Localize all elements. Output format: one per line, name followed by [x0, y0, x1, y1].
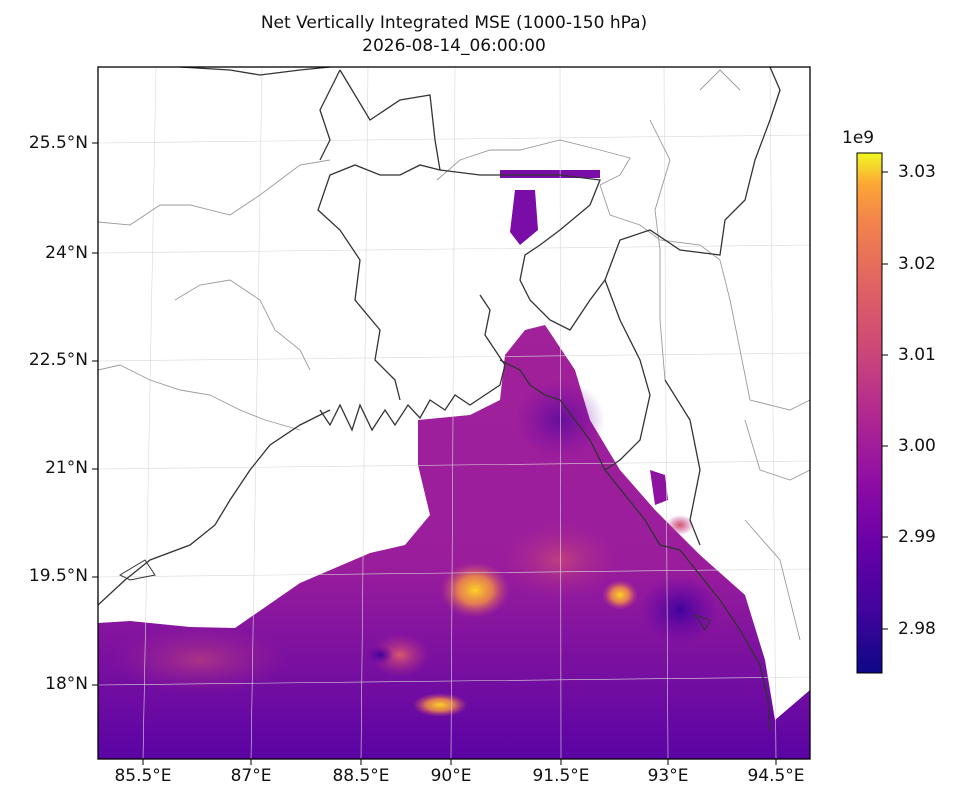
lon-tick-label: 87°E — [230, 766, 272, 786]
bangladesh-coast — [499, 359, 771, 731]
colorbar-tick-label: 2.98 — [898, 619, 936, 639]
gridlines — [98, 67, 810, 759]
lon-tick-label: 85.5°E — [114, 766, 172, 786]
lon-tick-label: 94.5°E — [747, 766, 805, 786]
myanmar-border — [604, 67, 781, 281]
colorbar-ticks — [882, 171, 888, 630]
lon-tick-label: 91.5°E — [532, 766, 590, 786]
colorbar-tick-label: 3.01 — [898, 345, 936, 365]
lat-tick-label: 25.5°N — [28, 133, 88, 153]
colorbar-tick-label: 3.03 — [898, 162, 936, 182]
colorbar-tick-label: 3.02 — [898, 254, 936, 274]
nepal-border — [179, 67, 331, 76]
lat-tick-label: 18°N — [45, 674, 88, 694]
lon-tick-label: 88.5°E — [332, 766, 390, 786]
map-area — [98, 67, 810, 759]
india-east-coast — [98, 409, 331, 606]
state-borders — [98, 69, 810, 641]
coastlines — [98, 67, 781, 731]
lon-tick-label: 90°E — [430, 766, 472, 786]
mse-field-east — [650, 470, 668, 505]
colorbar — [856, 152, 883, 674]
sundarbans-coast — [319, 294, 506, 432]
mse-field-north-strip — [500, 170, 600, 178]
lat-tick-label: 21°N — [45, 458, 88, 478]
bangladesh-border — [317, 69, 441, 401]
lat-tick-label: 19.5°N — [28, 566, 88, 586]
colorbar-tick-label: 2.99 — [898, 527, 936, 547]
lat-tick-label: 24°N — [45, 243, 88, 263]
india-northeast — [664, 379, 701, 546]
colorbar-tick-label: 3.00 — [898, 436, 936, 456]
lon-tick-label: 93°E — [647, 766, 689, 786]
mse-field-north — [510, 190, 538, 245]
plot-title: Net Vertically Integrated MSE (1000-150 … — [260, 13, 648, 33]
axis-ticks — [92, 142, 777, 765]
lat-tick-label: 22.5°N — [28, 350, 88, 370]
bangladesh-border-east — [439, 169, 651, 471]
colorbar-exponent: 1e9 — [842, 128, 875, 148]
map-frame — [97, 66, 811, 760]
plot-timestamp: 2026-08-14_06:00:00 — [362, 36, 546, 56]
